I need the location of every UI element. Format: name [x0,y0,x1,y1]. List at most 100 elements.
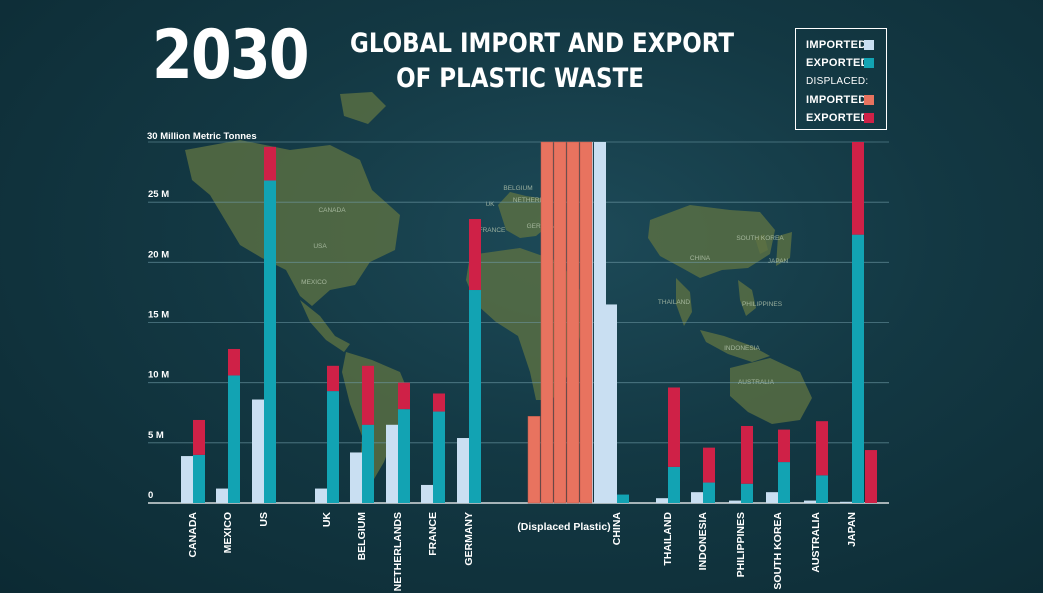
map-label: MEXICO [301,279,327,286]
bar-exported [703,482,715,503]
map-label: CANADA [318,207,346,214]
map-landmass [676,278,692,326]
map-landmass [498,192,552,238]
bar-imported [656,498,668,503]
bar-imported [605,304,617,503]
bar-displaced-exported [433,393,445,412]
bar-displaced-plastic [579,141,593,504]
bar-displaced-exported [469,219,481,291]
bar-exported [668,466,680,503]
legend-displaced-imported: IMPORTED [806,94,878,108]
x-tick-label: CHINA [611,512,623,546]
bar-china-imported-displaced [594,142,606,503]
map-landmass [738,280,756,316]
bar-imported [729,500,741,503]
legend-exported-swatch [864,58,874,68]
bar-imported [216,488,228,503]
map-label: PHILIPPINES [742,301,783,308]
bar-exported [327,391,339,503]
bar-exported [264,180,276,504]
map-landmass [185,140,400,306]
x-tick-label: UK [321,512,333,528]
bar-imported [691,492,703,503]
x-tick-label: THAILAND [662,512,674,566]
bar-displaced-exported [816,421,828,476]
bar-displaced-exported [193,419,205,455]
map-landmass [730,358,812,424]
x-tick-label: FRANCE [427,512,439,556]
bar-displaced-extra [865,450,877,503]
map-label: UK [485,201,495,208]
bar-exported [617,494,629,503]
world-map: CANADAUSAMEXICOBELGIUMNETHERLUKFRANCEGER… [185,92,812,486]
legend-displaced-imported-swatch [864,95,874,105]
x-tick-label: SOUTH KOREA [772,512,784,590]
bar-imported [421,484,433,503]
x-tick-label: MEXICO [222,512,234,553]
x-tick-label: BELGIUM [356,512,368,561]
bars [181,141,877,504]
bar-exported [228,375,240,503]
bar-imported [386,424,398,503]
bar-displaced-plastic [527,416,541,504]
bar-displaced-exported [264,146,276,181]
legend-displaced-imported-label: IMPORTED [806,94,867,106]
map-label: CHINA [690,255,711,262]
bar-exported [852,234,864,503]
year-heading: 2030 [152,16,310,95]
map-landmass [776,232,792,266]
legend-imported: IMPORTED [806,39,878,53]
displaced-plastic-label: (Displaced Plastic) [517,521,610,533]
bar-exported [193,454,205,503]
y-tick-label: 0 [148,490,153,501]
map-landmass [342,352,410,486]
bar-exported [741,483,753,503]
bar-displaced-exported [703,447,715,483]
bar-imported [181,456,193,503]
x-tick-label: NETHERLANDS [392,512,404,591]
bar-exported [433,411,445,503]
y-tick-label: 25 M [148,189,169,200]
bar-displaced-exported [852,142,864,235]
bar-displaced-exported [778,429,790,463]
legend-imported-label: IMPORTED [806,39,867,51]
bar-exported [778,462,790,503]
map-landmass [700,330,770,362]
legend-displaced-exported-label: EXPORTED [806,112,869,124]
map-label: SOUTH KOREA [736,235,784,242]
bar-exported [362,424,374,503]
x-tick-label: US [258,512,270,527]
map-label: NETHERL [513,197,544,204]
map-landmass [340,92,386,124]
map-landmass [648,205,775,278]
legend-displaced-exported: EXPORTED [806,112,878,126]
legend-exported-label: EXPORTED [806,57,869,69]
x-tick-label: JAPAN [846,512,858,547]
legend-displaced-exported-swatch [864,113,874,123]
y-axis-unit-label: 30 Million Metric Tonnes [147,131,257,142]
bar-displaced-exported [228,348,240,376]
bar-imported [804,500,816,503]
map-label: THAILAND [658,299,690,306]
bar-exported [469,290,481,503]
bar-displaced-plastic [553,141,567,504]
legend-imported-swatch [864,40,874,50]
y-tick-label: 10 M [148,370,169,381]
map-label: FRANCE [479,227,506,234]
bar-displaced-plastic [566,141,580,504]
chart-title: GLOBAL IMPORT AND EXPORT OF PLASTIC WAST… [350,26,734,96]
bar-imported [252,399,264,503]
y-tick-label: 5 M [148,430,164,441]
x-tick-label: GERMANY [463,512,475,566]
bar-displaced-exported [398,382,410,410]
bar-imported [315,488,327,503]
map-label: USA [313,243,327,250]
x-tick-label: CANADA [187,512,199,558]
bar-imported [350,452,362,503]
legend-displaced-heading: DISPLACED: [806,76,869,87]
title-line-2: OF PLASTIC WASTE [396,63,644,94]
bar-displaced-plastic [540,141,554,504]
bar-exported [816,475,828,503]
bar-exported [398,409,410,503]
